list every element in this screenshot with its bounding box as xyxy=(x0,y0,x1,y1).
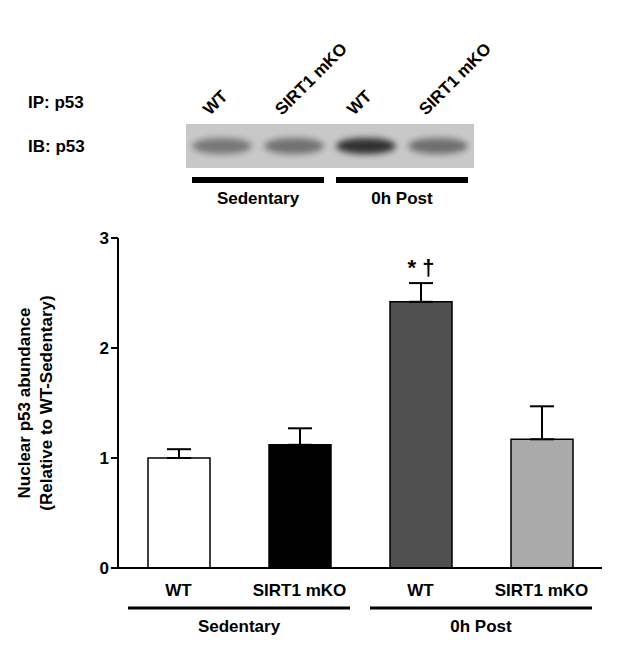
svg-text:WT: WT xyxy=(407,581,434,600)
svg-text:WT: WT xyxy=(343,86,376,119)
svg-text:SIRT1 mKO: SIRT1 mKO xyxy=(253,581,347,600)
svg-text:0: 0 xyxy=(100,559,109,578)
svg-text:(Relative to WT-Sedentary): (Relative to WT-Sedentary) xyxy=(37,295,56,510)
svg-text:IP: p53: IP: p53 xyxy=(28,93,84,112)
svg-text:IB: p53: IB: p53 xyxy=(28,137,85,156)
svg-text:Sedentary: Sedentary xyxy=(217,189,300,208)
svg-text:WT: WT xyxy=(165,581,192,600)
svg-text:2: 2 xyxy=(100,339,109,358)
svg-text:SIRT1 mKO: SIRT1 mKO xyxy=(495,581,589,600)
svg-text:3: 3 xyxy=(100,229,109,248)
svg-text:1: 1 xyxy=(100,449,109,468)
svg-text:SIRT1 mKO: SIRT1 mKO xyxy=(271,39,351,119)
svg-text:Sedentary: Sedentary xyxy=(198,617,281,636)
svg-text:* †: * † xyxy=(408,255,435,280)
svg-text:WT: WT xyxy=(199,86,232,119)
svg-text:0h Post: 0h Post xyxy=(450,617,512,636)
svg-text:0h Post: 0h Post xyxy=(371,189,433,208)
svg-text:SIRT1 mKO: SIRT1 mKO xyxy=(415,39,495,119)
svg-text:Nuclear p53 abundance: Nuclear p53 abundance xyxy=(15,308,34,499)
